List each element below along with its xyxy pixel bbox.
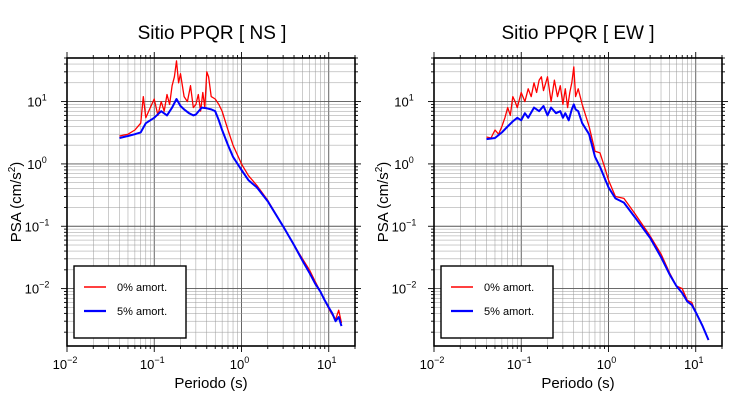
series-group [486,66,710,341]
y-tick-label: 100 [394,155,413,172]
x-tick-label: 10−1 [140,355,165,372]
y-tick-label: 101 [27,93,46,110]
x-tick-label: 100 [597,355,616,372]
y-tick-label: 10−2 [392,280,417,297]
y-axis-label: PSA (cm/s2) [374,162,392,243]
y-tick-label: 10−1 [392,217,417,234]
x-tick-label: 10−2 [420,355,445,372]
y-axis-label: PSA (cm/s2) [7,162,25,243]
x-tick-label: 101 [684,355,703,372]
x-tick-label: 101 [317,355,336,372]
legend-label-0: 0% amort. [484,282,534,294]
plot-frame [433,57,723,347]
series-line-amort-0 [486,66,710,341]
legend-label-1: 5% amort. [484,306,534,318]
chart-panel-ew: Sitio PPQR [ EW ] 10−2 10−1 100 101 10−2 10−1… [374,23,728,392]
x-axis-label: Periodo (s) [174,375,247,392]
chart-title: Sitio PPQR [ EW ] [501,23,654,44]
y-tick-label: 101 [394,93,413,110]
legend: 0% amort. 5% amort. [73,265,187,339]
y-tick-label: 10−2 [25,280,50,297]
legend-label-1: 5% amort. [117,306,167,318]
legend: 0% amort. 5% amort. [440,265,554,339]
legend-box [440,265,554,339]
x-tick-label: 10−1 [507,355,532,372]
series-line-amort-5 [119,98,343,327]
y-tick-label: 100 [27,155,46,172]
series-group [119,60,343,327]
series-line-amort-5 [486,103,710,341]
y-tick-label: 10−1 [25,217,50,234]
legend-label-0: 0% amort. [117,282,167,294]
x-axis-label: Periodo (s) [541,375,614,392]
chart-panel-ns: Sitio PPQR [ NS ] 10−2 10−1 100 101 10−2 10−1… [7,23,361,392]
plot-frame [66,57,356,347]
x-tick-label: 100 [230,355,249,372]
series-line-amort-0 [119,60,343,324]
chart-title: Sitio PPQR [ NS ] [138,23,287,44]
x-tick-label: 10−2 [53,355,78,372]
legend-box [73,265,187,339]
grid [61,52,361,352]
